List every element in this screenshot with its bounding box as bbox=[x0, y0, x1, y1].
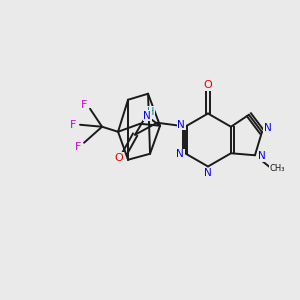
Text: F: F bbox=[70, 120, 76, 130]
Text: N: N bbox=[264, 123, 272, 133]
Text: F: F bbox=[81, 100, 87, 110]
Text: N: N bbox=[258, 151, 266, 161]
Text: N: N bbox=[143, 111, 151, 121]
Text: N: N bbox=[176, 149, 184, 159]
Text: O: O bbox=[204, 80, 212, 90]
Text: N: N bbox=[177, 120, 185, 130]
Text: N: N bbox=[204, 169, 212, 178]
Text: H: H bbox=[147, 107, 155, 117]
Text: CH₃: CH₃ bbox=[269, 164, 285, 173]
Text: F: F bbox=[75, 142, 81, 152]
Text: O: O bbox=[115, 153, 123, 163]
